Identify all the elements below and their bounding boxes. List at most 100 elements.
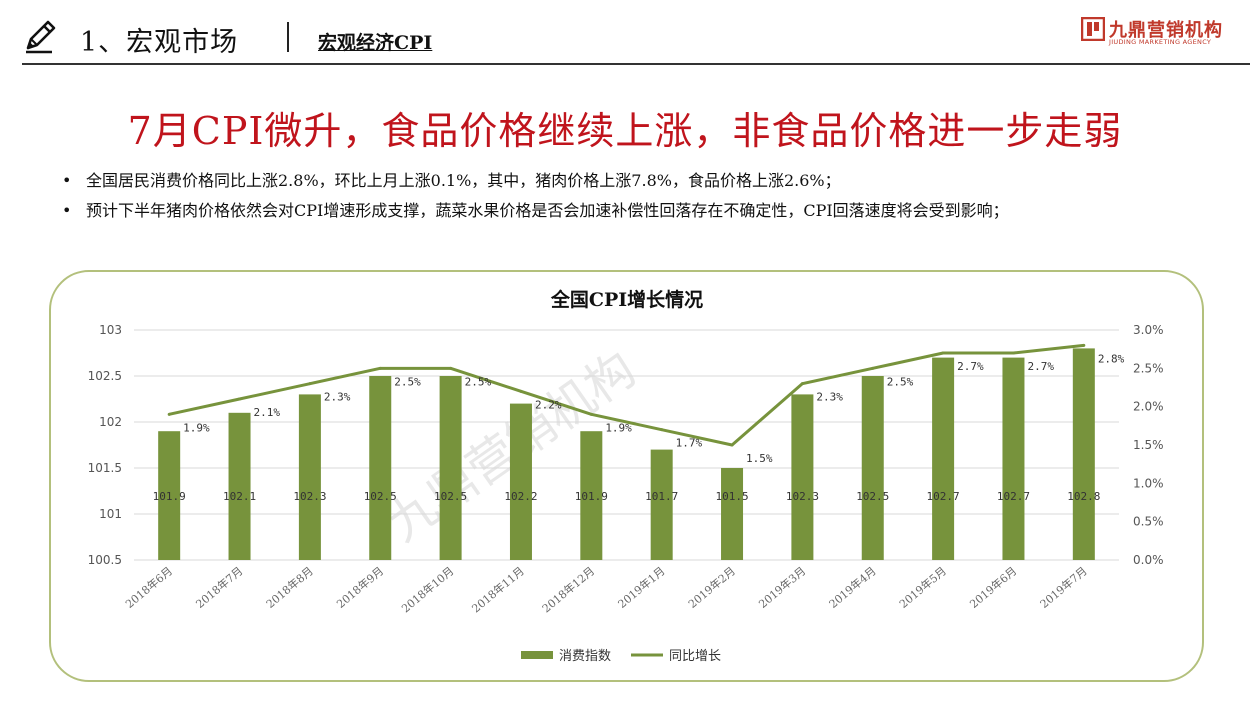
y-right-tick-label: 1.0% [1133, 476, 1164, 490]
x-tick-label: 2019年3月 [756, 564, 809, 611]
line-value-label: 1.9% [183, 421, 210, 434]
legend-label: 消费指数 [559, 649, 611, 664]
y-left-tick-label: 100.5 [88, 553, 122, 567]
line-point [589, 412, 593, 416]
slide-header: 1、宏观市场 宏观经济CPI 九鼎营销机构 JIUDING MARKETING … [0, 0, 1250, 65]
brand-logo: 九鼎营销机构 JIUDING MARKETING AGENCY [1081, 16, 1231, 48]
line-value-label: 2.3% [324, 391, 351, 404]
bar [228, 412, 251, 560]
bar-value-label: 102.3 [786, 490, 819, 503]
bar [1072, 348, 1095, 560]
bar-value-label: 102.3 [293, 490, 326, 503]
x-tick-label: 2019年2月 [685, 564, 738, 611]
bar-value-label: 101.7 [645, 490, 678, 503]
legend-label: 同比增长 [669, 649, 721, 664]
bar-value-label: 102.2 [504, 490, 537, 503]
y-left-tick-label: 101.5 [88, 461, 122, 475]
bar-value-label: 101.9 [153, 490, 186, 503]
bar [861, 376, 884, 560]
line-value-label: 2.5% [465, 375, 492, 388]
cpi-chart: 九鼎营销机构 全国CPI增长情况 101.9102.1102.3102.5102… [88, 288, 1164, 664]
bullet-item: • 预计下半年猪肉价格依然会对CPI增速形成支撑，蔬菜水果价格是否会加速补偿性回… [62, 196, 1202, 226]
bar [721, 468, 744, 560]
y-left-tick-label: 102 [99, 415, 122, 429]
pencil-icon [26, 20, 56, 54]
x-tick-label: 2019年1月 [615, 564, 668, 611]
header-rule [22, 63, 1250, 65]
x-tick-label: 2019年6月 [967, 564, 1020, 611]
x-tick-label: 2019年5月 [896, 564, 949, 611]
x-tick-label: 2018年7月 [193, 564, 246, 611]
y-right-tick-label: 0.5% [1133, 515, 1164, 529]
bar [158, 431, 181, 560]
bar [298, 394, 321, 560]
x-tick-label: 2018年10月 [399, 564, 457, 616]
line-point [378, 366, 382, 370]
chart-title: 全国CPI增长情况 [550, 288, 703, 311]
bullet-dot: • [62, 171, 72, 190]
line-point [519, 389, 523, 393]
line-point [449, 366, 453, 370]
legend-bar-swatch [521, 651, 553, 659]
line-value-label: 1.7% [676, 437, 703, 450]
y-right-tick-label: 0.0% [1133, 553, 1164, 567]
bar [439, 376, 462, 560]
chart-frame: 九鼎营销机构 全国CPI增长情况 101.9102.1102.3102.5102… [49, 270, 1204, 682]
x-tick-label: 2018年8月 [263, 564, 316, 611]
logo-text-en: JIUDING MARKETING AGENCY [1109, 38, 1212, 46]
y-left-tick-label: 102.5 [88, 369, 122, 383]
line-value-label: 2.7% [1027, 360, 1054, 373]
line-value-label: 2.5% [394, 375, 421, 388]
bar [580, 431, 603, 560]
line-point [730, 443, 734, 447]
bar [1002, 357, 1025, 560]
x-tick-label: 2018年6月 [122, 564, 175, 611]
line-point [660, 428, 664, 432]
x-tick-label: 2018年12月 [539, 564, 597, 616]
bullet-text: 全国居民消费价格同比上涨2.8%，环比上月上涨0.1%，其中，猪肉价格上涨7.8… [86, 171, 841, 190]
logo-mark-icon [1081, 17, 1105, 41]
y-left-tick-label: 101 [99, 507, 122, 521]
y-right-tick-label: 2.0% [1133, 400, 1164, 414]
bullet-item: • 全国居民消费价格同比上涨2.8%，环比上月上涨0.1%，其中，猪肉价格上涨7… [62, 166, 1202, 196]
line-point [871, 366, 875, 370]
line-value-label: 1.5% [746, 452, 773, 465]
headline: 7月CPI微升，食品价格继续上涨，非食品价格进一步走弱 [127, 109, 1123, 153]
line-point [1011, 351, 1015, 355]
bullet-dot: • [62, 201, 72, 220]
y-left-tick-label: 103 [99, 323, 122, 337]
bar-value-label: 101.9 [575, 490, 608, 503]
y-right-tick-label: 3.0% [1133, 323, 1164, 337]
bar-value-label: 102.7 [927, 490, 960, 503]
bullet-list: • 全国居民消费价格同比上涨2.8%，环比上月上涨0.1%，其中，猪肉价格上涨7… [62, 166, 1202, 226]
line-value-label: 2.3% [816, 391, 843, 404]
bar-value-label: 102.7 [997, 490, 1030, 503]
x-tick-label: 2018年11月 [469, 564, 527, 616]
series-line [168, 343, 1084, 447]
line-value-label: 2.8% [1098, 352, 1125, 365]
bar [791, 394, 814, 560]
bar-value-label: 102.5 [434, 490, 467, 503]
y-right-tick-label: 2.5% [1133, 361, 1164, 375]
title-divider [287, 22, 289, 52]
line-point [308, 382, 312, 386]
line-point [238, 397, 242, 401]
bar [509, 403, 532, 560]
bar-value-label: 102.8 [1067, 490, 1100, 503]
bullet-text: 预计下半年猪肉价格依然会对CPI增速形成支撑，蔬菜水果价格是否会加速补偿性回落存… [86, 201, 1009, 220]
bar [932, 357, 955, 560]
section-title: 1、宏观市场 [80, 27, 239, 58]
x-tick-label: 2019年7月 [1037, 564, 1090, 611]
line-value-label: 1.9% [605, 421, 632, 434]
y-right-tick-label: 1.5% [1133, 438, 1164, 452]
line-point [167, 412, 171, 416]
bar [369, 376, 392, 560]
line-value-label: 2.7% [957, 360, 984, 373]
bar-value-label: 102.5 [364, 490, 397, 503]
bar-value-label: 102.1 [223, 490, 256, 503]
line-value-label: 2.5% [887, 375, 914, 388]
bar [650, 449, 673, 560]
bar-value-label: 101.5 [715, 490, 748, 503]
line-point [800, 382, 804, 386]
line-point [941, 351, 945, 355]
